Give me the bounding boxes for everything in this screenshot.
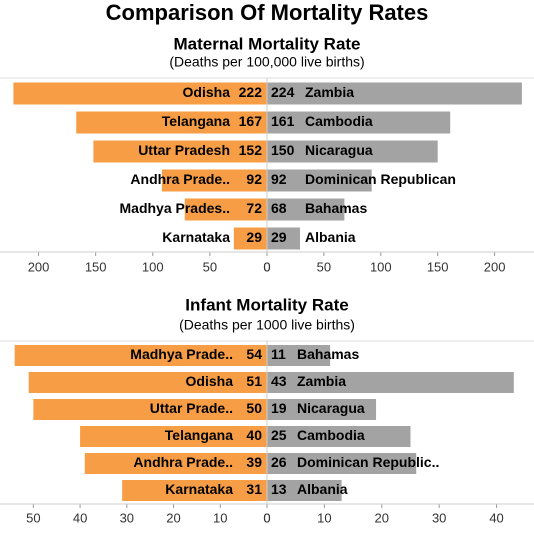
category-label: Albania <box>305 229 356 245</box>
bar <box>267 82 522 105</box>
bar <box>267 372 514 393</box>
value-label: 39 <box>246 454 262 470</box>
x-tick-label: 150 <box>85 259 107 274</box>
category-label: Telangana <box>165 427 233 443</box>
x-tick-label: 50 <box>26 510 40 525</box>
category-label: Zambia <box>297 373 346 389</box>
bar <box>267 345 331 366</box>
bar <box>14 345 267 366</box>
bar <box>267 227 300 250</box>
bar <box>267 111 451 134</box>
x-tick-label: 200 <box>28 259 50 274</box>
value-label: 11 <box>271 346 286 362</box>
category-label: Odisha <box>183 84 231 100</box>
value-label: 161 <box>271 113 295 129</box>
bar <box>267 480 342 501</box>
category-label: Albania <box>297 481 348 497</box>
value-label: 68 <box>271 200 287 216</box>
bar <box>267 453 417 474</box>
x-tick-label: 20 <box>375 510 389 525</box>
value-label: 222 <box>239 84 263 100</box>
value-label: 50 <box>246 400 262 416</box>
value-label: 26 <box>271 454 287 470</box>
bar <box>28 372 268 393</box>
chart-title: Maternal Mortality Rate <box>173 34 360 53</box>
bar <box>84 453 267 474</box>
x-tick-label: 100 <box>370 259 392 274</box>
category-label: Telangana <box>162 113 230 129</box>
category-label: Bahamas <box>297 346 359 362</box>
category-label: Zambia <box>305 84 354 100</box>
value-label: 92 <box>246 171 262 187</box>
value-label: 40 <box>246 427 262 443</box>
category-label: Odisha <box>186 373 234 389</box>
page-title: Comparison Of Mortality Rates <box>106 0 429 25</box>
value-label: 13 <box>271 481 287 497</box>
value-label: 150 <box>271 142 295 158</box>
bar <box>33 399 268 420</box>
bar <box>80 426 267 447</box>
value-label: 29 <box>246 229 262 245</box>
category-label: Andhra Prade.. <box>130 171 230 187</box>
x-tick-label: 30 <box>432 510 446 525</box>
x-tick-label: 40 <box>489 510 503 525</box>
value-label: 152 <box>239 142 263 158</box>
bar <box>13 82 267 105</box>
bar <box>184 198 267 221</box>
x-tick-label: 10 <box>213 510 227 525</box>
value-label: 51 <box>246 373 262 389</box>
value-label: 19 <box>271 400 287 416</box>
category-label: Nicaragua <box>305 142 373 158</box>
x-tick-label: 40 <box>73 510 87 525</box>
chart-title: Infant Mortality Rate <box>185 295 348 314</box>
category-label: Cambodia <box>305 113 373 129</box>
x-tick-label: 0 <box>263 259 270 274</box>
bar <box>93 140 267 163</box>
x-tick-label: 20 <box>166 510 180 525</box>
bar <box>122 480 268 501</box>
bar <box>267 140 438 163</box>
x-tick-label: 0 <box>263 510 270 525</box>
category-label: Bahamas <box>305 200 367 216</box>
x-tick-label: 50 <box>203 259 217 274</box>
bar <box>267 198 345 221</box>
value-label: 167 <box>239 113 263 129</box>
x-tick-label: 0 <box>263 259 270 274</box>
chart-subtitle: (Deaths per 100,000 live births) <box>169 54 364 70</box>
category-label: Uttar Prade.. <box>150 400 233 416</box>
bar <box>267 426 411 447</box>
value-label: 25 <box>271 427 287 443</box>
bar <box>233 227 267 250</box>
x-tick-label: 200 <box>484 259 506 274</box>
value-label: 29 <box>271 229 287 245</box>
value-label: 224 <box>271 84 295 100</box>
x-tick-label: 10 <box>317 510 331 525</box>
category-label: Dominican Republican <box>305 171 456 187</box>
x-tick-label: 150 <box>427 259 449 274</box>
x-tick-label: 30 <box>120 510 134 525</box>
bar <box>76 111 267 134</box>
category-label: Andhra Prade.. <box>133 454 233 470</box>
bar <box>267 399 377 420</box>
category-label: Cambodia <box>297 427 365 443</box>
category-label: Karnataka <box>165 481 233 497</box>
category-label: Uttar Pradesh <box>138 142 230 158</box>
x-tick-label: 50 <box>317 259 331 274</box>
x-tick-label: 100 <box>142 259 164 274</box>
category-label: Nicaragua <box>297 400 365 416</box>
chart-subtitle: (Deaths per 1000 live births) <box>179 317 355 333</box>
category-label: Karnataka <box>162 229 230 245</box>
bar <box>161 169 267 192</box>
value-label: 92 <box>271 171 287 187</box>
x-tick-label: 0 <box>263 510 270 525</box>
value-label: 43 <box>271 373 287 389</box>
value-label: 72 <box>246 200 262 216</box>
bar <box>267 169 372 192</box>
category-label: Madhya Prades.. <box>120 200 231 216</box>
category-label: Madhya Prade.. <box>130 346 233 362</box>
category-label: Dominican Republic.. <box>297 454 439 470</box>
value-label: 54 <box>246 346 262 362</box>
value-label: 31 <box>246 481 262 497</box>
